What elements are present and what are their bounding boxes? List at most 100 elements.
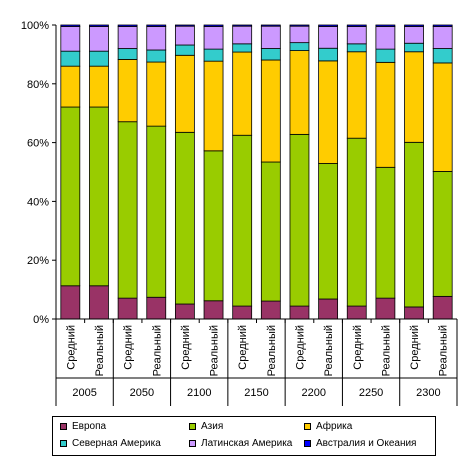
bar-segment-5-3	[203, 48, 224, 62]
bar-segment-11-2	[375, 61, 396, 168]
legend-swatch	[60, 423, 67, 430]
bar-segment-0-1	[60, 106, 81, 287]
bar-segment-2-1	[117, 121, 138, 299]
bar-segment-5-2	[203, 60, 224, 152]
bar-segment-6-3	[232, 43, 253, 53]
legend-label: Африка	[316, 421, 353, 432]
bar-segment-4-1	[174, 131, 195, 305]
bar-segment-2-3	[117, 48, 138, 60]
y-tick-label: 80%	[27, 79, 49, 91]
bar-segment-1-5	[89, 24, 109, 27]
bar-segment-6-0	[232, 305, 253, 320]
bar-segment-13-4	[432, 26, 453, 49]
y-tick-label: 0%	[33, 314, 49, 326]
bar-segment-6-4	[232, 25, 253, 45]
group-label: 2250	[359, 387, 383, 399]
bar-segment-8-0	[289, 305, 310, 320]
bar-segment-5-5	[203, 24, 224, 27]
legend-item: Азия	[189, 421, 223, 432]
bar-segment-10-2	[346, 51, 367, 139]
bar-segment-7-4	[260, 25, 281, 49]
x-category-label: Реальный	[438, 325, 450, 376]
bar-segment-1-0	[89, 285, 109, 320]
bar-segment-9-2	[318, 60, 339, 164]
group-label: 2300	[416, 387, 440, 399]
bar-segment-8-5	[289, 24, 310, 27]
x-category-label: Средний	[65, 325, 77, 370]
group-label: 2005	[72, 387, 96, 399]
legend-item: Австралия и Океания	[304, 438, 416, 449]
bar-segment-0-4	[60, 26, 81, 52]
legend-item: Европа	[60, 421, 106, 432]
bar-segment-9-5	[318, 24, 339, 27]
bar-segment-11-3	[375, 48, 396, 63]
bar-segment-5-4	[203, 26, 224, 50]
bar-segment-2-5	[117, 24, 138, 27]
bar-segment-11-0	[375, 297, 396, 320]
y-tick-label: 20%	[27, 255, 49, 267]
legend-item: Латинская Америка	[189, 438, 292, 449]
bar-segment-13-5	[432, 24, 453, 27]
group-label: 2200	[302, 387, 326, 399]
bar-segment-9-4	[318, 26, 339, 49]
bar-segment-8-1	[289, 133, 310, 307]
bar-segment-6-1	[232, 134, 253, 307]
bar-segment-12-0	[404, 306, 424, 320]
bar-segment-0-5	[60, 24, 81, 27]
bar-segment-6-5	[232, 24, 253, 27]
x-category-label: Реальный	[94, 325, 106, 376]
bar-segment-7-3	[260, 48, 281, 61]
x-category-label: Реальный	[266, 325, 278, 376]
bar-segment-9-3	[318, 47, 339, 62]
x-category-label: Реальный	[380, 325, 392, 376]
bar-segment-7-1	[260, 161, 281, 302]
x-category-label: Средний	[294, 325, 306, 370]
bar-segment-4-4	[174, 25, 195, 46]
bar-segment-6-2	[232, 51, 253, 136]
legend-swatch	[60, 440, 67, 447]
y-tick-label: 60%	[27, 138, 49, 150]
bar-segment-0-3	[60, 50, 81, 67]
bar-segment-4-0	[174, 303, 195, 320]
x-category-label: Реальный	[209, 325, 221, 376]
legend-label: Азия	[201, 421, 224, 432]
bar-segment-11-5	[375, 24, 396, 27]
bar-segment-11-4	[375, 26, 396, 50]
bar-segment-13-3	[432, 48, 453, 64]
group-label: 2150	[244, 387, 268, 399]
bar-segment-8-4	[289, 25, 310, 44]
bar-segment-3-0	[146, 296, 167, 320]
bar-segment-4-2	[174, 54, 195, 133]
group-label: 2050	[130, 387, 154, 399]
x-category-label: Средний	[180, 325, 192, 370]
x-category-label: Средний	[409, 325, 421, 370]
bar-segment-10-5	[346, 24, 367, 27]
bar-segment-0-0	[60, 285, 81, 320]
bar-segment-7-2	[260, 59, 281, 163]
x-category-label: Средний	[123, 325, 135, 370]
bar-segment-3-3	[146, 49, 167, 63]
bar-segment-10-0	[346, 305, 367, 320]
legend-label: Северная Америка	[72, 438, 161, 449]
legend-swatch	[304, 423, 311, 430]
legend-swatch	[189, 440, 196, 447]
bar-segment-3-2	[146, 61, 167, 127]
x-category-label: Средний	[352, 325, 364, 370]
bar-segment-2-0	[117, 297, 138, 320]
bar-segment-3-5	[146, 24, 167, 27]
bar-segment-13-2	[432, 62, 453, 172]
bar-segment-9-0	[318, 298, 339, 320]
group-label: 2100	[187, 387, 211, 399]
bar-segment-12-2	[404, 51, 424, 143]
bar-segment-3-1	[146, 125, 167, 298]
bar-segment-13-0	[432, 295, 453, 320]
legend-swatch	[304, 440, 311, 447]
bar-segment-1-4	[89, 26, 109, 52]
legend-label: Латинская Америка	[201, 438, 293, 449]
legend: Европа Азия Африка Северная Америка Латинска…	[52, 416, 436, 456]
y-tick-label: 40%	[27, 196, 49, 208]
bar-segment-11-1	[375, 166, 396, 299]
bar-segment-13-1	[432, 171, 453, 297]
bar-segment-1-2	[89, 65, 109, 108]
bar-segment-5-0	[203, 300, 224, 320]
